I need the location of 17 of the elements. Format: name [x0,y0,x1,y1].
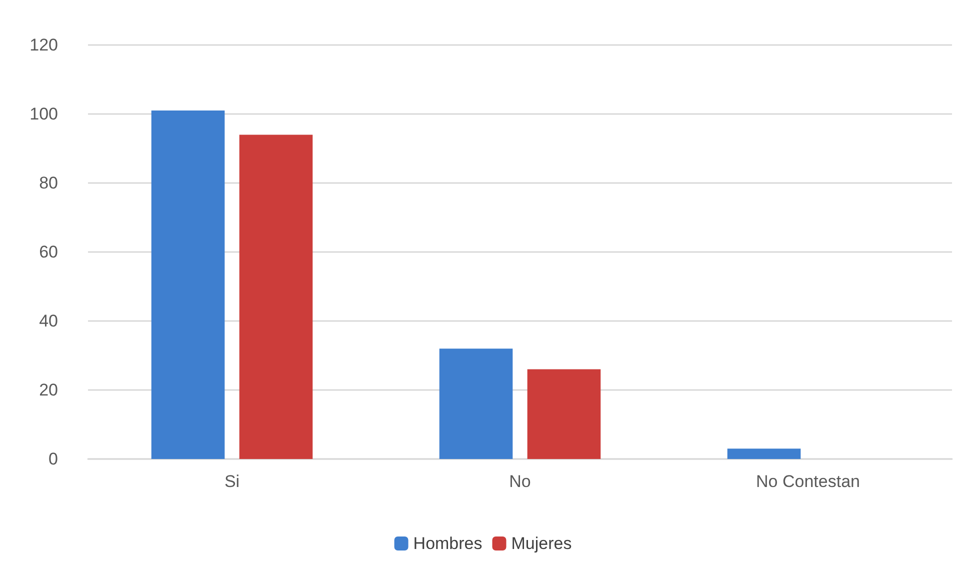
x-tick-label: Si [224,472,240,491]
y-tick-label: 60 [39,242,58,262]
y-tick-label: 20 [39,380,58,400]
legend-label: Hombres [413,534,482,553]
bar [151,110,225,459]
y-tick-label: 40 [39,312,58,330]
x-tick-label: No [509,472,531,491]
y-tick-label: 0 [48,450,58,468]
bar [439,348,513,459]
y-tick-label: 120 [30,36,58,54]
bar [239,134,313,459]
y-tick-label: 100 [30,104,58,124]
bar [527,369,601,459]
bar [727,448,801,459]
legend-label: Mujeres [511,534,572,553]
y-tick-label: 80 [39,174,58,192]
x-tick-label: No Contestan [756,472,860,491]
